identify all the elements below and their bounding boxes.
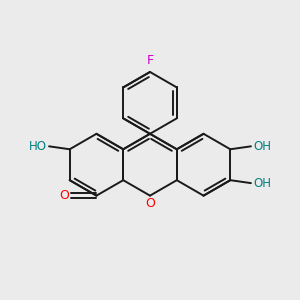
Text: F: F — [146, 54, 154, 67]
Text: OH: OH — [253, 140, 271, 153]
Text: O: O — [59, 189, 69, 202]
Text: OH: OH — [253, 177, 271, 190]
Text: O: O — [145, 197, 155, 210]
Text: HO: HO — [29, 140, 47, 153]
